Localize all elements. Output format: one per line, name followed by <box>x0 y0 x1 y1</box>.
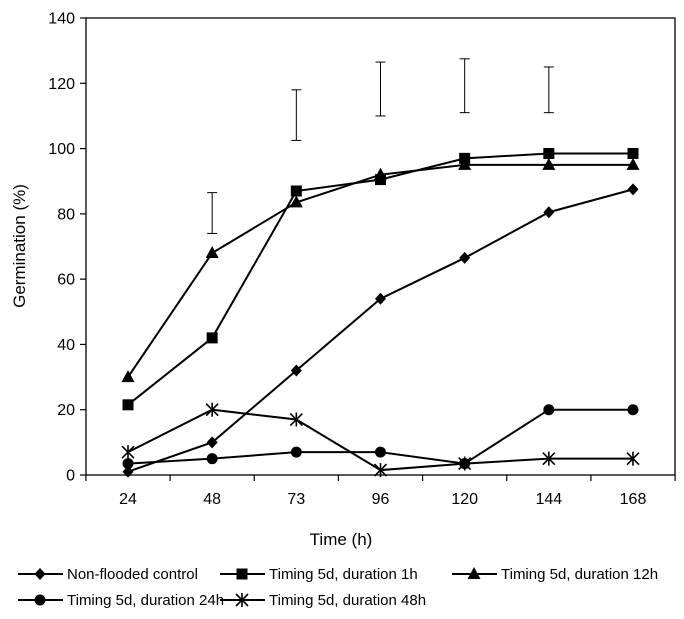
star-marker <box>458 456 472 471</box>
x-tick-label: 120 <box>451 491 478 508</box>
triangle-marker <box>374 167 387 180</box>
y-tick-label: 120 <box>48 76 75 93</box>
circle-marker <box>122 458 134 470</box>
legend-label: Timing 5d, duration 24h <box>67 592 224 609</box>
series-square <box>122 147 639 411</box>
triangle-marker <box>467 567 481 579</box>
y-axis-title: Germination (%) <box>10 184 29 308</box>
circle-marker <box>375 446 386 458</box>
series-line <box>127 188 634 473</box>
diamond-marker <box>627 183 639 196</box>
square-marker <box>543 147 555 159</box>
square-marker <box>206 332 218 344</box>
legend-item: Timing 5d, duration 48h <box>220 592 426 609</box>
legend-label: Timing 5d, duration 12h <box>501 566 658 583</box>
y-tick-label: 80 <box>57 206 75 223</box>
legend-item: Timing 5d, duration 12h <box>452 566 658 583</box>
star-marker <box>235 593 249 607</box>
diamond-marker <box>543 206 555 219</box>
y-tick-label: 20 <box>57 402 75 419</box>
series-group <box>121 147 640 478</box>
square-marker <box>290 185 302 197</box>
y-axis: 0 20 40 60 80 100 120 140 <box>48 11 86 485</box>
triangle-marker <box>542 157 556 170</box>
square-marker <box>236 568 248 580</box>
x-tick-label: 96 <box>372 491 390 508</box>
star-marker <box>626 451 640 466</box>
diamond-marker <box>206 436 218 449</box>
circle-marker <box>627 404 639 416</box>
circle-marker <box>290 446 302 458</box>
y-tick-label: 140 <box>48 11 75 28</box>
star-marker <box>205 402 219 417</box>
diamond-marker <box>375 292 386 305</box>
triangle-marker <box>458 157 472 170</box>
square-marker <box>122 399 134 411</box>
legend-item: Non-flooded control <box>18 566 198 583</box>
y-tick-label: 0 <box>66 468 75 485</box>
x-axis-title: Time (h) <box>310 530 373 549</box>
y-tick-label: 100 <box>48 141 75 158</box>
circle-marker <box>34 594 46 606</box>
legend-label: Timing 5d, duration 1h <box>269 566 418 583</box>
series-diamond <box>122 183 639 478</box>
x-tick-label: 144 <box>535 491 562 508</box>
x-tick-label: 48 <box>203 491 221 508</box>
x-tick-label: 73 <box>287 491 305 508</box>
legend: Non-flooded control Timing 5d, duration 1… <box>18 566 658 609</box>
triangle-marker <box>205 246 219 259</box>
legend-label: Non-flooded control <box>67 566 198 583</box>
error-bars <box>207 58 554 234</box>
diamond-marker <box>122 465 134 478</box>
y-tick-label: 60 <box>57 272 75 289</box>
legend-label: Timing 5d, duration 48h <box>269 592 426 609</box>
star-marker <box>121 445 135 460</box>
x-tick-label: 168 <box>620 491 647 508</box>
circle-marker <box>543 404 555 416</box>
diamond-marker <box>34 568 46 580</box>
triangle-marker <box>121 370 135 383</box>
series-line <box>127 152 633 406</box>
legend-item: Timing 5d, duration 24h <box>18 592 224 609</box>
y-tick-label: 40 <box>57 337 75 354</box>
star-marker <box>542 451 556 466</box>
square-marker <box>627 147 639 159</box>
x-axis: 24 48 73 96 120 144 168 <box>85 475 676 508</box>
x-tick-label: 24 <box>119 491 137 508</box>
legend-item: Timing 5d, duration 1h <box>220 566 418 583</box>
star-marker <box>289 412 303 427</box>
star-marker <box>373 463 388 478</box>
diamond-marker <box>459 251 471 264</box>
series-star <box>121 402 640 478</box>
series-line <box>127 408 633 472</box>
circle-marker <box>206 453 218 465</box>
triangle-marker <box>289 195 303 208</box>
diamond-marker <box>290 364 302 377</box>
triangle-marker <box>626 157 640 170</box>
series-triangle <box>121 157 640 383</box>
